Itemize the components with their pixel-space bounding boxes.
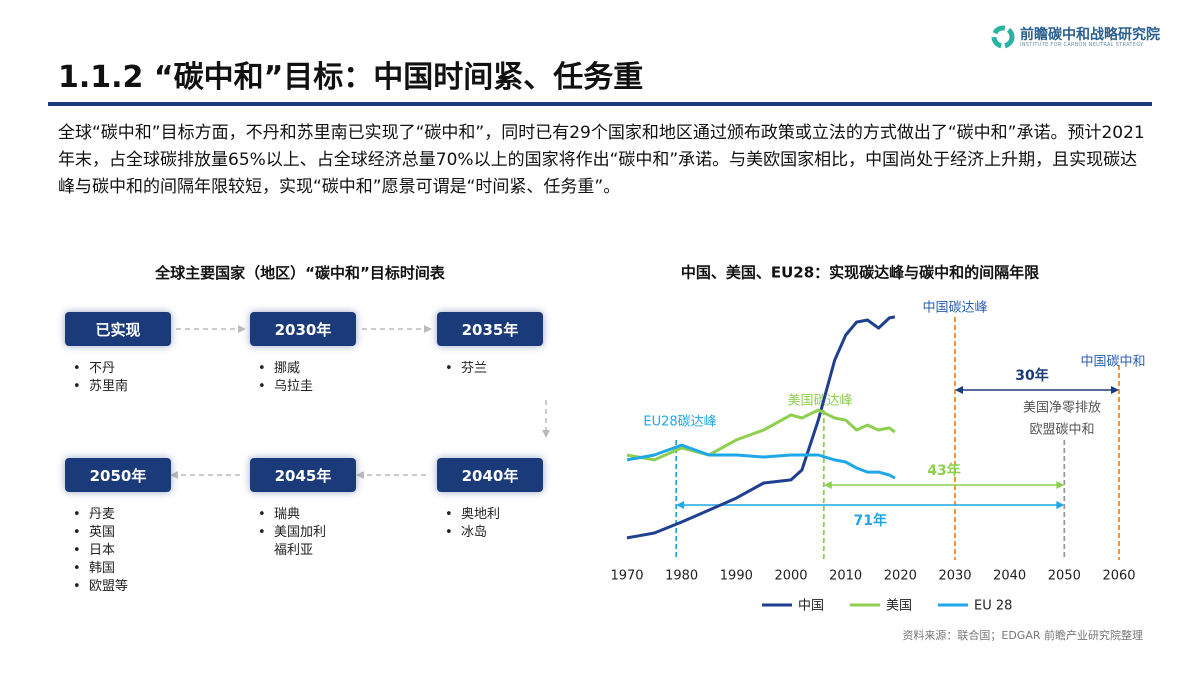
timeline-node: 已实现: [65, 312, 171, 346]
annotation: 欧盟碳中和: [1029, 423, 1094, 438]
paragraph: 全球“碳中和”目标方面，不丹和苏里南已实现了“碳中和”，同时已有29个国家和地区…: [58, 123, 1145, 197]
logo-icon: [991, 25, 1015, 49]
timeline-node: 2045年: [250, 458, 356, 492]
series-line: [626, 443, 896, 480]
timeline-item: 乌拉圭: [256, 378, 313, 396]
logo-name: 前瞻碳中和战略研究院: [1020, 27, 1160, 43]
timeline-node: 2030年: [250, 312, 356, 346]
timeline-item: 芬兰: [443, 360, 487, 378]
timeline-arrows: [170, 325, 550, 479]
timeline-node: 2040年: [437, 458, 543, 492]
arrow-head: [676, 501, 685, 509]
x-tick-label: 2040: [993, 569, 1026, 584]
x-tick-label: 2050: [1048, 569, 1081, 584]
annotation: 中国碳中和: [1080, 355, 1145, 370]
x-tick-label: 1990: [720, 569, 753, 584]
interval-label: 30年: [1015, 367, 1048, 384]
series-line: [626, 315, 896, 540]
timeline-item: 日本: [71, 542, 128, 560]
timeline-item: 挪威: [256, 360, 313, 378]
timeline-items: 不丹苏里南: [71, 360, 128, 396]
annotation: 中国碳达峰: [922, 301, 987, 316]
x-tick-label: 2020: [884, 569, 917, 584]
x-tick-label: 1980: [665, 569, 698, 584]
line-chart: 中国、美国、EU28：实现碳达峰与碳中和的间隔年限 1970 1980 1990 20…: [610, 264, 1145, 643]
timeline-item: 英国: [71, 524, 128, 542]
x-tick-label: 2030: [938, 569, 971, 584]
timeline-items: 芬兰: [443, 360, 487, 378]
x-tick-label: 2000: [774, 569, 807, 584]
timeline-item: 冰岛: [443, 524, 500, 542]
timeline-node: 2050年: [65, 458, 171, 492]
timeline-items: 丹麦英国日本韩国欧盟等: [71, 506, 128, 596]
x-tick-label: 2060: [1102, 569, 1135, 584]
timeline-item: 欧盟等: [71, 578, 128, 596]
timeline-item: 奥地利: [443, 506, 500, 524]
arrow-head: [1111, 386, 1119, 394]
chart-title: 中国、美国、EU28：实现碳达峰与碳中和的间隔年限: [681, 264, 1039, 282]
x-tick-label: 2010: [829, 569, 862, 584]
timeline-item: 韩国: [71, 560, 128, 578]
interval-label: 71年: [854, 512, 887, 529]
timeline-item: 丹麦: [71, 506, 128, 524]
source-note: 资料来源：联合国；EDGAR 前瞻产业研究院整理: [902, 628, 1143, 642]
interval-label: 43年: [927, 462, 960, 479]
annotation: 美国净零排放: [1023, 401, 1101, 416]
timeline-item: 美国加利福利亚: [256, 524, 336, 560]
x-tick-label: 1970: [610, 569, 643, 584]
timeline-item: 瑞典: [256, 506, 336, 524]
arrow-head: [955, 386, 963, 394]
timeline-node: 2035年: [437, 312, 543, 346]
legend-label: 中国: [798, 599, 824, 614]
arrow-head: [1056, 501, 1065, 509]
timeline-items: 挪威乌拉圭: [256, 360, 313, 396]
timeline-item: 苏里南: [71, 378, 128, 396]
logo-subtitle: INSTITUTE FOR CARBON NEUTRAL STRATEGY: [1020, 42, 1144, 48]
legend-label: EU 28: [974, 599, 1012, 614]
title-rule: [48, 102, 1152, 106]
timeline-item: 不丹: [71, 360, 128, 378]
slide-title: 1.1.2 “碳中和”目标：中国时间紧、任务重: [58, 60, 644, 95]
timeline-items: 瑞典美国加利福利亚: [256, 506, 336, 560]
annotation: 美国碳达峰: [787, 394, 852, 409]
timeline-items: 奥地利冰岛: [443, 506, 500, 542]
arrow-head: [1056, 481, 1065, 489]
legend-label: 美国: [886, 599, 912, 614]
arrow-head: [823, 481, 832, 489]
annotation: EU28碳达峰: [643, 415, 716, 430]
timeline-title: 全球主要国家（地区）“碳中和”目标时间表: [155, 264, 445, 282]
